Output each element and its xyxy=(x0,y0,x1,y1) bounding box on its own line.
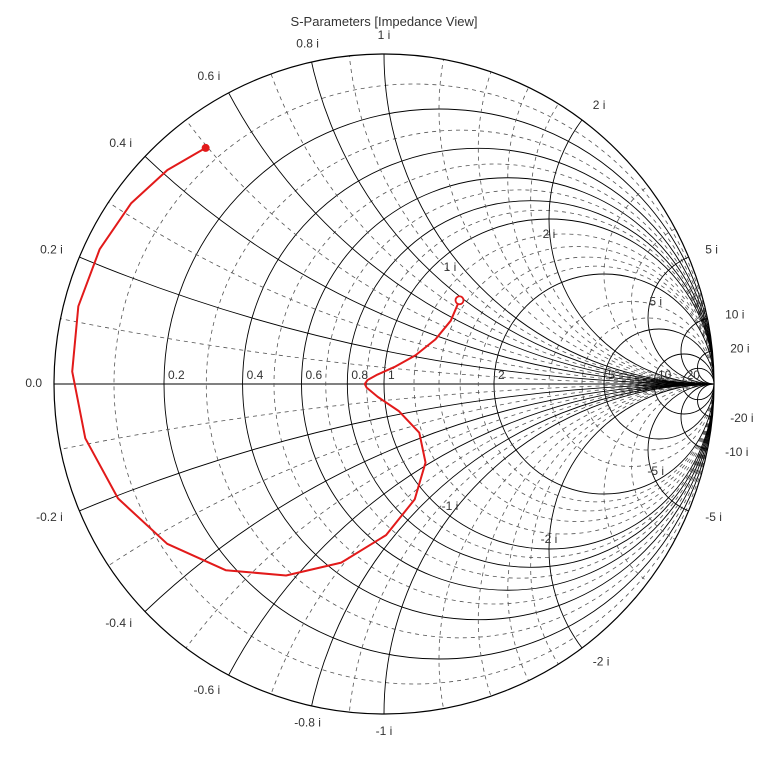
svg-text:-1 i: -1 i xyxy=(442,499,459,513)
svg-text:10 i: 10 i xyxy=(725,307,744,321)
svg-text:-2 i: -2 i xyxy=(593,655,610,669)
svg-text:0.8: 0.8 xyxy=(351,368,368,382)
svg-text:-0.4 i: -0.4 i xyxy=(105,616,132,630)
svg-text:0.4 i: 0.4 i xyxy=(109,136,132,150)
svg-text:-2 i: -2 i xyxy=(541,532,558,546)
svg-text:2 i: 2 i xyxy=(543,227,556,241)
svg-text:-5 i: -5 i xyxy=(647,464,664,478)
svg-text:0.6: 0.6 xyxy=(306,368,323,382)
trace-start-marker xyxy=(202,144,210,152)
svg-text:-0.8 i: -0.8 i xyxy=(294,716,321,730)
svg-text:5 i: 5 i xyxy=(649,295,662,309)
svg-text:5 i: 5 i xyxy=(705,242,718,256)
svg-text:-0.6 i: -0.6 i xyxy=(194,683,221,697)
trace-end-marker xyxy=(456,296,464,304)
svg-text:0.6 i: 0.6 i xyxy=(198,69,221,83)
svg-text:-20 i: -20 i xyxy=(730,411,753,425)
svg-text:2: 2 xyxy=(498,368,505,382)
svg-text:-0.2 i: -0.2 i xyxy=(36,510,63,524)
svg-text:0.0: 0.0 xyxy=(25,376,42,390)
svg-text:-5 i: -5 i xyxy=(705,510,722,524)
svg-text:2 i: 2 i xyxy=(593,98,606,112)
svg-text:10: 10 xyxy=(658,368,672,382)
s-parameter-trace xyxy=(72,148,459,576)
svg-text:0.2: 0.2 xyxy=(168,368,185,382)
svg-text:1 i: 1 i xyxy=(378,28,391,42)
svg-text:20 i: 20 i xyxy=(730,341,749,355)
svg-text:5: 5 xyxy=(608,368,615,382)
svg-text:1 i: 1 i xyxy=(444,260,457,274)
svg-text:-1 i: -1 i xyxy=(376,724,393,738)
axis-labels: 0.00.20.40.60.812510200.2 i-0.2 i0.4 i-0… xyxy=(25,28,753,738)
smith-chart: 0.00.20.40.60.812510200.2 i-0.2 i0.4 i-0… xyxy=(0,0,768,768)
svg-text:-10 i: -10 i xyxy=(725,445,748,459)
svg-text:0.2 i: 0.2 i xyxy=(40,242,63,256)
svg-text:0.4: 0.4 xyxy=(247,368,264,382)
svg-text:0.8 i: 0.8 i xyxy=(296,37,319,51)
svg-text:20: 20 xyxy=(687,368,701,382)
